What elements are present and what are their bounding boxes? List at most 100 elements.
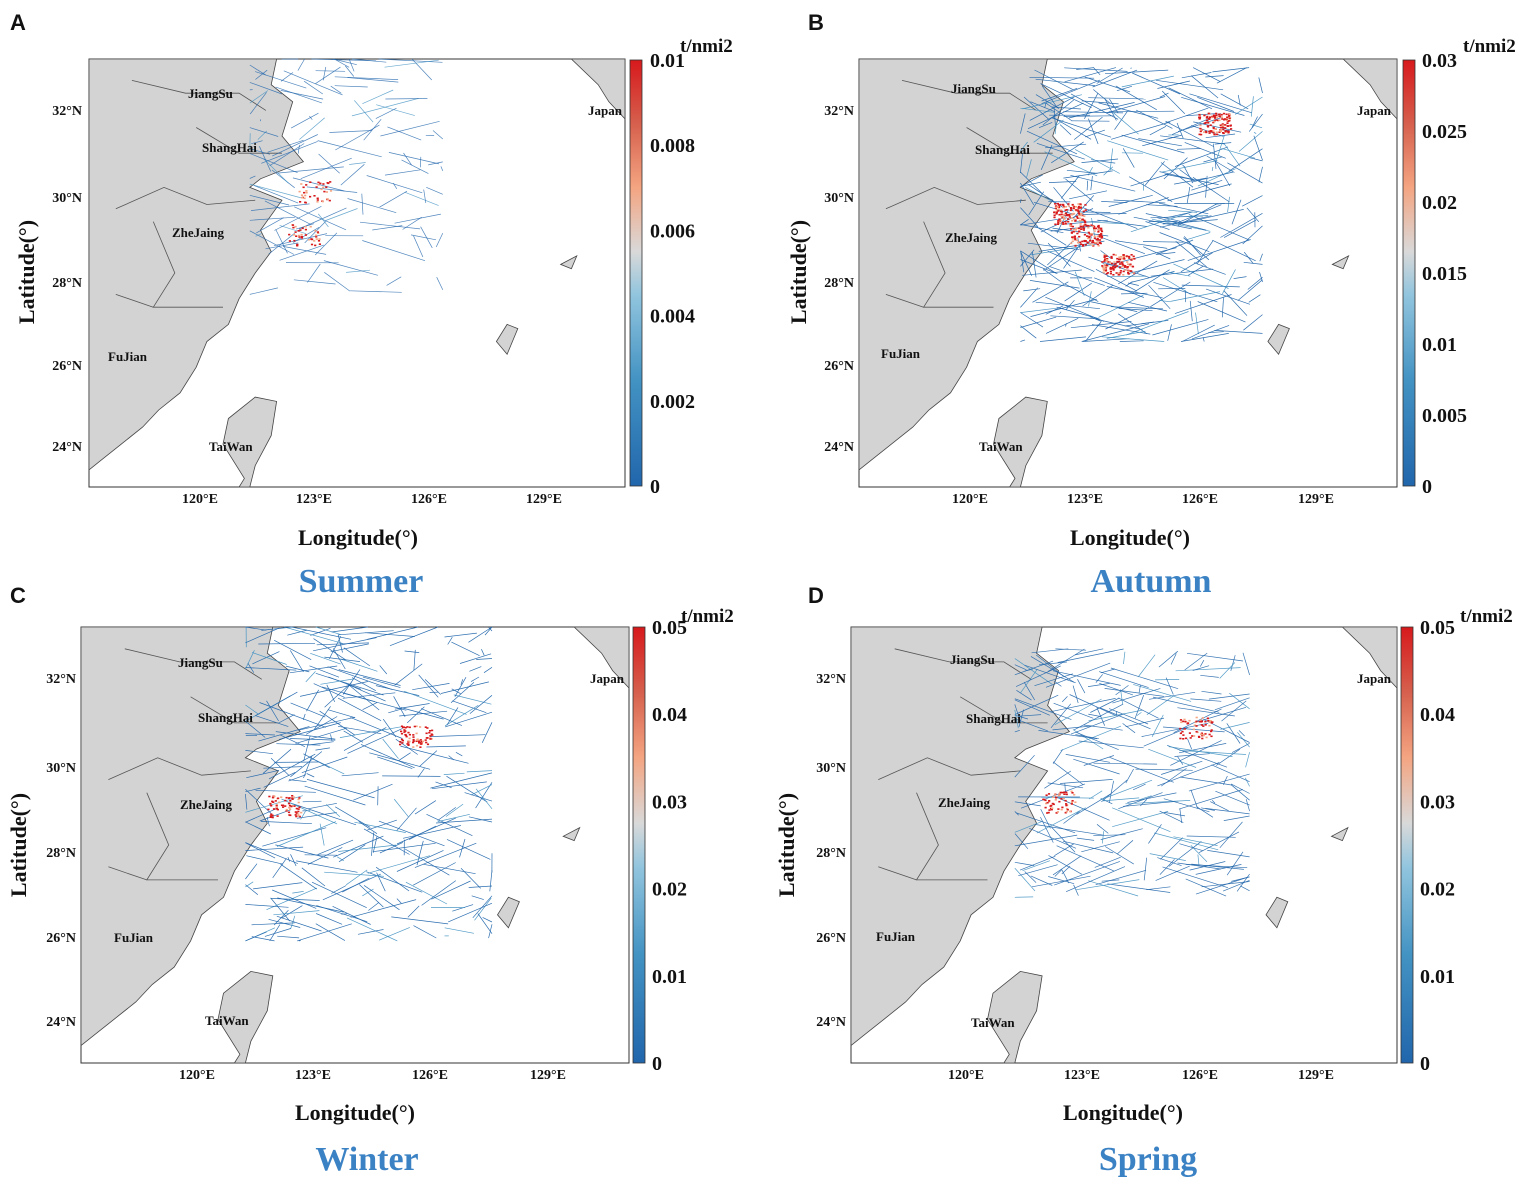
track-segment xyxy=(1069,190,1108,200)
hotspot-cell xyxy=(320,188,323,191)
hotspot-cell xyxy=(1105,255,1108,257)
panel-letter: C xyxy=(10,583,26,608)
track-segment xyxy=(1016,719,1048,732)
hotspot-cell xyxy=(1212,130,1215,133)
hotspot-cell xyxy=(1055,206,1058,209)
track-segment xyxy=(1014,709,1019,729)
track-segment xyxy=(1081,323,1150,342)
track-segment xyxy=(1188,265,1204,276)
hotspot-cell xyxy=(419,746,422,748)
track-segment xyxy=(245,842,276,859)
track-segment xyxy=(342,692,396,699)
track-segment xyxy=(255,69,268,80)
track-segment xyxy=(283,70,343,96)
hotspot-cell xyxy=(1228,120,1231,122)
track-segment xyxy=(388,152,440,165)
hotspot-cell xyxy=(1068,216,1071,218)
hotspot-cell xyxy=(298,234,301,237)
hotspot-cell xyxy=(300,183,303,185)
track-segment xyxy=(1091,324,1151,335)
track-segment xyxy=(420,226,433,249)
track-segment xyxy=(1014,699,1050,716)
track-segment xyxy=(1192,665,1210,671)
hotspot-cell xyxy=(1198,116,1201,119)
track-segment xyxy=(351,677,376,692)
mainland-china xyxy=(88,58,305,471)
hotspot-cell xyxy=(1219,129,1222,131)
hotspot-cell xyxy=(1093,227,1096,230)
track-segment xyxy=(254,71,307,89)
track-segment xyxy=(253,185,299,204)
track-segment xyxy=(1112,807,1171,833)
track-segment xyxy=(325,208,358,221)
track-segment xyxy=(361,193,364,215)
japan-coast xyxy=(570,58,626,120)
track-segment xyxy=(1050,117,1112,138)
track-segment xyxy=(259,146,272,172)
track-segment xyxy=(327,666,393,690)
hotspot-cell xyxy=(1064,209,1067,211)
hotspot-cell xyxy=(274,800,277,802)
hotspot-cell xyxy=(1059,204,1062,206)
hotspot-cell xyxy=(1224,124,1227,126)
track-segment xyxy=(401,159,429,174)
track-segment xyxy=(1054,861,1121,886)
hotspot-cell xyxy=(304,201,307,204)
hotspot-cell xyxy=(291,805,294,807)
track-segment xyxy=(274,205,322,231)
japan-coast xyxy=(573,626,630,690)
hotspot-cell xyxy=(1131,265,1134,268)
x-axis-title: Longitude(°) xyxy=(1070,525,1190,550)
track-segment xyxy=(328,635,342,660)
hotspot-cell xyxy=(304,228,307,231)
track-segment xyxy=(403,152,412,166)
hotspot-cell xyxy=(278,801,281,804)
track-segment xyxy=(1143,241,1184,243)
track-segment xyxy=(247,663,255,673)
hotspot-cell xyxy=(1127,263,1130,265)
hotspot-cell xyxy=(1098,235,1101,238)
hotspot-cell xyxy=(1193,724,1196,727)
track-segment xyxy=(483,667,493,673)
hotspot-cell xyxy=(422,740,425,743)
hotspot-cell xyxy=(1099,242,1102,245)
track-segment xyxy=(1109,756,1174,783)
track-segment xyxy=(1078,740,1144,749)
hotspot-cell xyxy=(1044,799,1047,802)
label-jiangsu: JiangSu xyxy=(950,652,995,667)
track-segment xyxy=(1114,240,1168,249)
hotspot-cell xyxy=(1225,113,1228,116)
track-segment xyxy=(377,756,413,769)
hotspot-cell xyxy=(1078,217,1081,220)
track-segment xyxy=(1168,87,1213,110)
track-segment xyxy=(1227,196,1230,213)
hotspot-cell xyxy=(1101,261,1104,263)
island xyxy=(1330,826,1349,842)
label-jiangsu: JiangSu xyxy=(188,86,233,101)
hotspot-cell xyxy=(1198,720,1201,723)
hotspot-cell xyxy=(323,190,326,193)
colorbar-tick-label: 0.03 xyxy=(1420,791,1455,813)
track-segment xyxy=(1177,862,1221,870)
lat-ticks: 32°N 30°N 28°N 26°N 24°N xyxy=(816,672,846,1030)
track-segment xyxy=(399,710,448,717)
track-segment xyxy=(342,877,370,893)
track-segment xyxy=(426,813,473,837)
track-segment xyxy=(430,734,486,737)
track-segment xyxy=(1084,93,1099,119)
track-segment xyxy=(1177,116,1223,132)
hotspot-cell xyxy=(1070,790,1073,793)
hotspot-cell xyxy=(1064,223,1067,225)
track-segment xyxy=(1191,171,1234,183)
hotspot-cell xyxy=(1074,801,1077,803)
hotspot-cell xyxy=(1208,132,1211,134)
hotspot-cell xyxy=(1067,220,1070,223)
hotspot-cell xyxy=(1082,225,1085,228)
hotspot-cell xyxy=(273,795,276,798)
panel-b: B JiangSu ShangHai ZheJaing FuJian TaiWa… xyxy=(786,10,1516,600)
track-segment xyxy=(1227,162,1263,184)
lon-tick-120: 120°E xyxy=(179,1068,215,1083)
track-segment xyxy=(367,819,398,831)
track-segment xyxy=(372,836,378,853)
hotspot-cell xyxy=(1116,265,1119,267)
